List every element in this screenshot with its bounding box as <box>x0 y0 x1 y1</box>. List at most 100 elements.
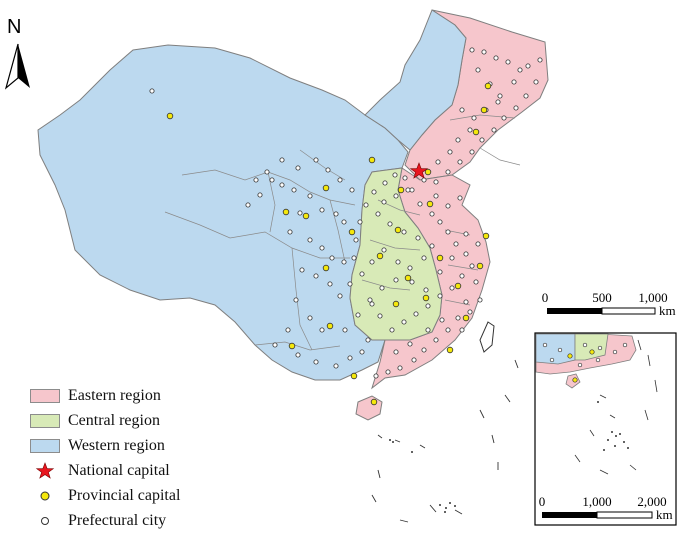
provincial-capital-dot <box>462 314 470 322</box>
prefectural-city-dot <box>405 187 411 193</box>
prefectural-city-dot <box>293 297 299 303</box>
prefectural-city-dot <box>495 99 501 105</box>
prefectural-city-dot <box>433 193 439 199</box>
prefectural-city-dot <box>389 327 395 333</box>
central-region-area <box>349 167 443 341</box>
map-legend: Eastern region Central region Western re… <box>22 386 222 536</box>
western-region-area <box>37 44 409 381</box>
prefectural-city-dot <box>377 313 383 319</box>
prefectural-city-dot <box>341 259 347 265</box>
legend-item-western: Western region <box>22 436 222 461</box>
prefectural-city-dot <box>269 177 275 183</box>
prefectural-city-dot <box>381 247 387 253</box>
provincial-capital-dot <box>426 200 434 208</box>
scale-bar-inset: 0 1,000 2,000 km <box>539 494 673 522</box>
provincial-capital-dot <box>404 274 412 282</box>
scale-main-tick-1: 500 <box>592 290 612 305</box>
north-arrow-icon <box>4 43 30 90</box>
prefectural-city-dot <box>359 271 365 277</box>
scale-bar-main: 0 500 1,000 km <box>542 290 676 318</box>
prefectural-city-dot <box>417 201 423 207</box>
provincial-capital-dot <box>422 294 430 302</box>
prefectural-city-dot <box>497 93 503 99</box>
prefectural-city-dot <box>337 293 343 299</box>
prefectural-city-dot <box>469 263 475 269</box>
prefectural-city-dot <box>353 237 359 243</box>
provincial-capital-dot <box>368 156 376 164</box>
prefectural-city-dot <box>369 259 375 265</box>
prefectural-city-dot <box>523 93 529 99</box>
provincial-capital-dot <box>370 398 378 406</box>
prefectural-city-dot <box>501 115 507 121</box>
prefectural-city-dot <box>393 349 399 355</box>
prefectural-city-dot <box>447 149 453 155</box>
prefectural-city-dot <box>313 157 319 163</box>
prefectural-city-dot <box>291 187 297 193</box>
prefectural-city-dot <box>415 235 421 241</box>
national-capital-marker <box>409 162 429 179</box>
prefectural-city-dot <box>387 221 393 227</box>
prefectural-city-dot <box>369 301 375 307</box>
prefectural-city-dot <box>307 315 313 321</box>
central-swatch-icon <box>30 414 60 428</box>
prefectural-city-dot <box>437 269 443 275</box>
prefectural-city-dot <box>459 327 465 333</box>
prefectural-city-dot <box>319 245 325 251</box>
prefectural-city-dot <box>347 355 353 361</box>
prefectural-city-dot <box>421 347 427 353</box>
prefectural-city-dot <box>449 285 455 291</box>
legend-item-central: Central region <box>22 411 222 436</box>
prefectural-city-dot <box>421 255 427 261</box>
prefectural-city-dot <box>349 187 355 193</box>
scale-main-tick-2: 1,000 <box>638 290 667 305</box>
prefectural-city-dot <box>382 180 388 186</box>
prefectural-city-dot <box>459 107 465 113</box>
prefectural-city-dot <box>355 312 361 318</box>
prefectural-city-markers <box>149 47 543 379</box>
prefectural-city-dot <box>285 327 291 333</box>
provincial-capital-dot <box>394 226 402 234</box>
prefectural-city-dot <box>409 187 415 193</box>
provincial-capital-dot <box>376 252 384 260</box>
prefectural-city-dot <box>395 259 401 265</box>
prefectural-city-dot <box>245 202 251 208</box>
provincial-capital-dot <box>392 300 400 308</box>
prefectural-city-dot <box>513 105 519 111</box>
prefectural-city-dot <box>393 193 399 199</box>
scale-inset-tick-0: 0 <box>539 494 546 509</box>
south-sea-islands <box>371 359 519 523</box>
prefectural-city-dot <box>337 177 343 183</box>
prefectural-city-dot <box>477 297 483 303</box>
prefectural-city-dot <box>445 169 451 175</box>
provincial-capital-dot <box>480 106 488 114</box>
prefectural-city-dot <box>463 231 469 237</box>
western-swatch-icon <box>30 439 60 453</box>
prefectural-city-dot <box>449 255 455 261</box>
prefectural-city-dot <box>433 179 439 185</box>
provincial-capital-dot <box>446 346 454 354</box>
prefectural-city-dot <box>481 49 487 55</box>
legend-label-prefectural-city: Prefectural city <box>68 512 167 529</box>
prefectural-city-dot <box>359 349 365 355</box>
prefectural-city-dot <box>307 193 313 199</box>
prefectural-city-dot <box>407 265 413 271</box>
legend-item-provincial-capital: Provincial capital <box>22 486 222 511</box>
legend-label-western: Western region <box>68 437 165 454</box>
prefectural-city-dot <box>351 255 357 261</box>
legend-label-eastern: Eastern region <box>68 387 161 404</box>
prefectural-city-dot <box>313 359 319 365</box>
prefectural-city-dot <box>272 342 278 348</box>
prefectural-city-dot <box>279 157 285 163</box>
taiwan-island <box>479 321 495 353</box>
prefectural-city-dot <box>363 202 369 208</box>
prefectural-city-dot <box>381 199 387 205</box>
prefectural-city-dot <box>379 285 385 291</box>
provincial-capital-dot <box>302 212 310 220</box>
prefectural-city-dot <box>493 55 499 61</box>
prefectural-city-dot <box>517 67 523 73</box>
prefectural-city-dot <box>279 182 285 188</box>
prefectural-city-dot <box>287 229 293 235</box>
prefectural-city-dot <box>402 175 408 181</box>
prefectural-city-dot <box>439 317 445 323</box>
